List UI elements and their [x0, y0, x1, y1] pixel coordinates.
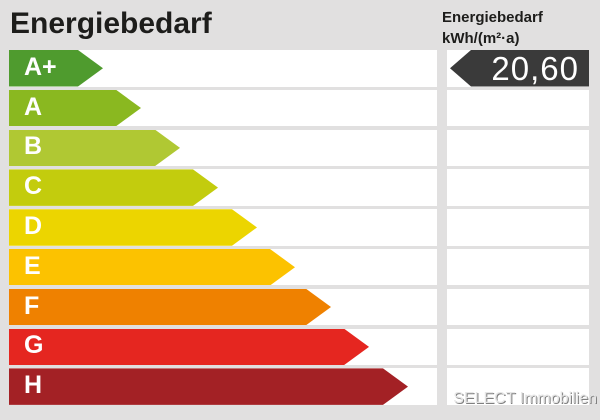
class-label: D: [24, 211, 43, 240]
class-label: A+: [24, 52, 57, 81]
scale-cell-left: H: [9, 368, 437, 405]
value-marker-arrow: 20,60: [450, 50, 589, 87]
scale-cell-left: B: [9, 129, 437, 167]
value-marker-label: 20,60: [491, 49, 579, 87]
brand-watermark: SELECT Immobilien: [453, 390, 597, 407]
scale-cell-left: A: [9, 89, 437, 127]
scale-cell-right: [447, 368, 589, 405]
class-label: A: [24, 92, 43, 121]
scale-row-B: B: [0, 129, 600, 167]
scale-row-A: A: [0, 89, 600, 127]
scale-cell-right: [447, 209, 589, 246]
class-arrow-A+: A+: [9, 50, 103, 87]
class-label: E: [24, 251, 41, 280]
class-label: H: [24, 371, 43, 400]
scale-row-G: G: [0, 328, 600, 366]
chart-title: Energiebedarf: [10, 7, 212, 40]
class-arrow-H: H: [9, 368, 408, 405]
value-axis-unit: kWh/(m²·a): [442, 30, 520, 47]
class-label: B: [24, 132, 43, 161]
scale-row-C: C: [0, 169, 600, 206]
scale-cell-left: F: [9, 288, 437, 326]
scale-cell-left: E: [9, 248, 437, 286]
scale-row-H: H: [0, 368, 600, 405]
class-label: G: [24, 331, 44, 360]
class-arrow-E: E: [9, 249, 295, 286]
scale-cell-left: C: [9, 169, 437, 206]
scale-cell-left: G: [9, 328, 437, 366]
scale-row-D: D: [0, 209, 600, 246]
value-axis-header: Energiebedarf kWh/(m²·a): [442, 7, 543, 49]
class-arrow-A: A: [9, 90, 141, 127]
scale-cell-right: [447, 129, 589, 167]
scale-cell-right: [447, 328, 589, 366]
scale-cell-right: [447, 89, 589, 127]
scale-cell-left: A+: [9, 50, 437, 87]
scale-row-F: F: [0, 288, 600, 326]
scale-cell-left: D: [9, 209, 437, 246]
class-arrow-D: D: [9, 209, 257, 246]
class-arrow-F: F: [9, 289, 331, 326]
class-arrow-G: G: [9, 329, 369, 366]
class-label: C: [24, 172, 43, 201]
scale-cell-right: [447, 248, 589, 286]
efficiency-scale: A+ A B C D E F G H: [0, 50, 600, 408]
class-label: F: [24, 291, 40, 320]
scale-row-E: E: [0, 248, 600, 286]
class-arrow-B: B: [9, 130, 180, 167]
scale-cell-right: [447, 288, 589, 326]
value-axis-title: Energiebedarf: [442, 9, 543, 26]
class-arrow-C: C: [9, 169, 218, 206]
scale-cell-right: [447, 169, 589, 206]
